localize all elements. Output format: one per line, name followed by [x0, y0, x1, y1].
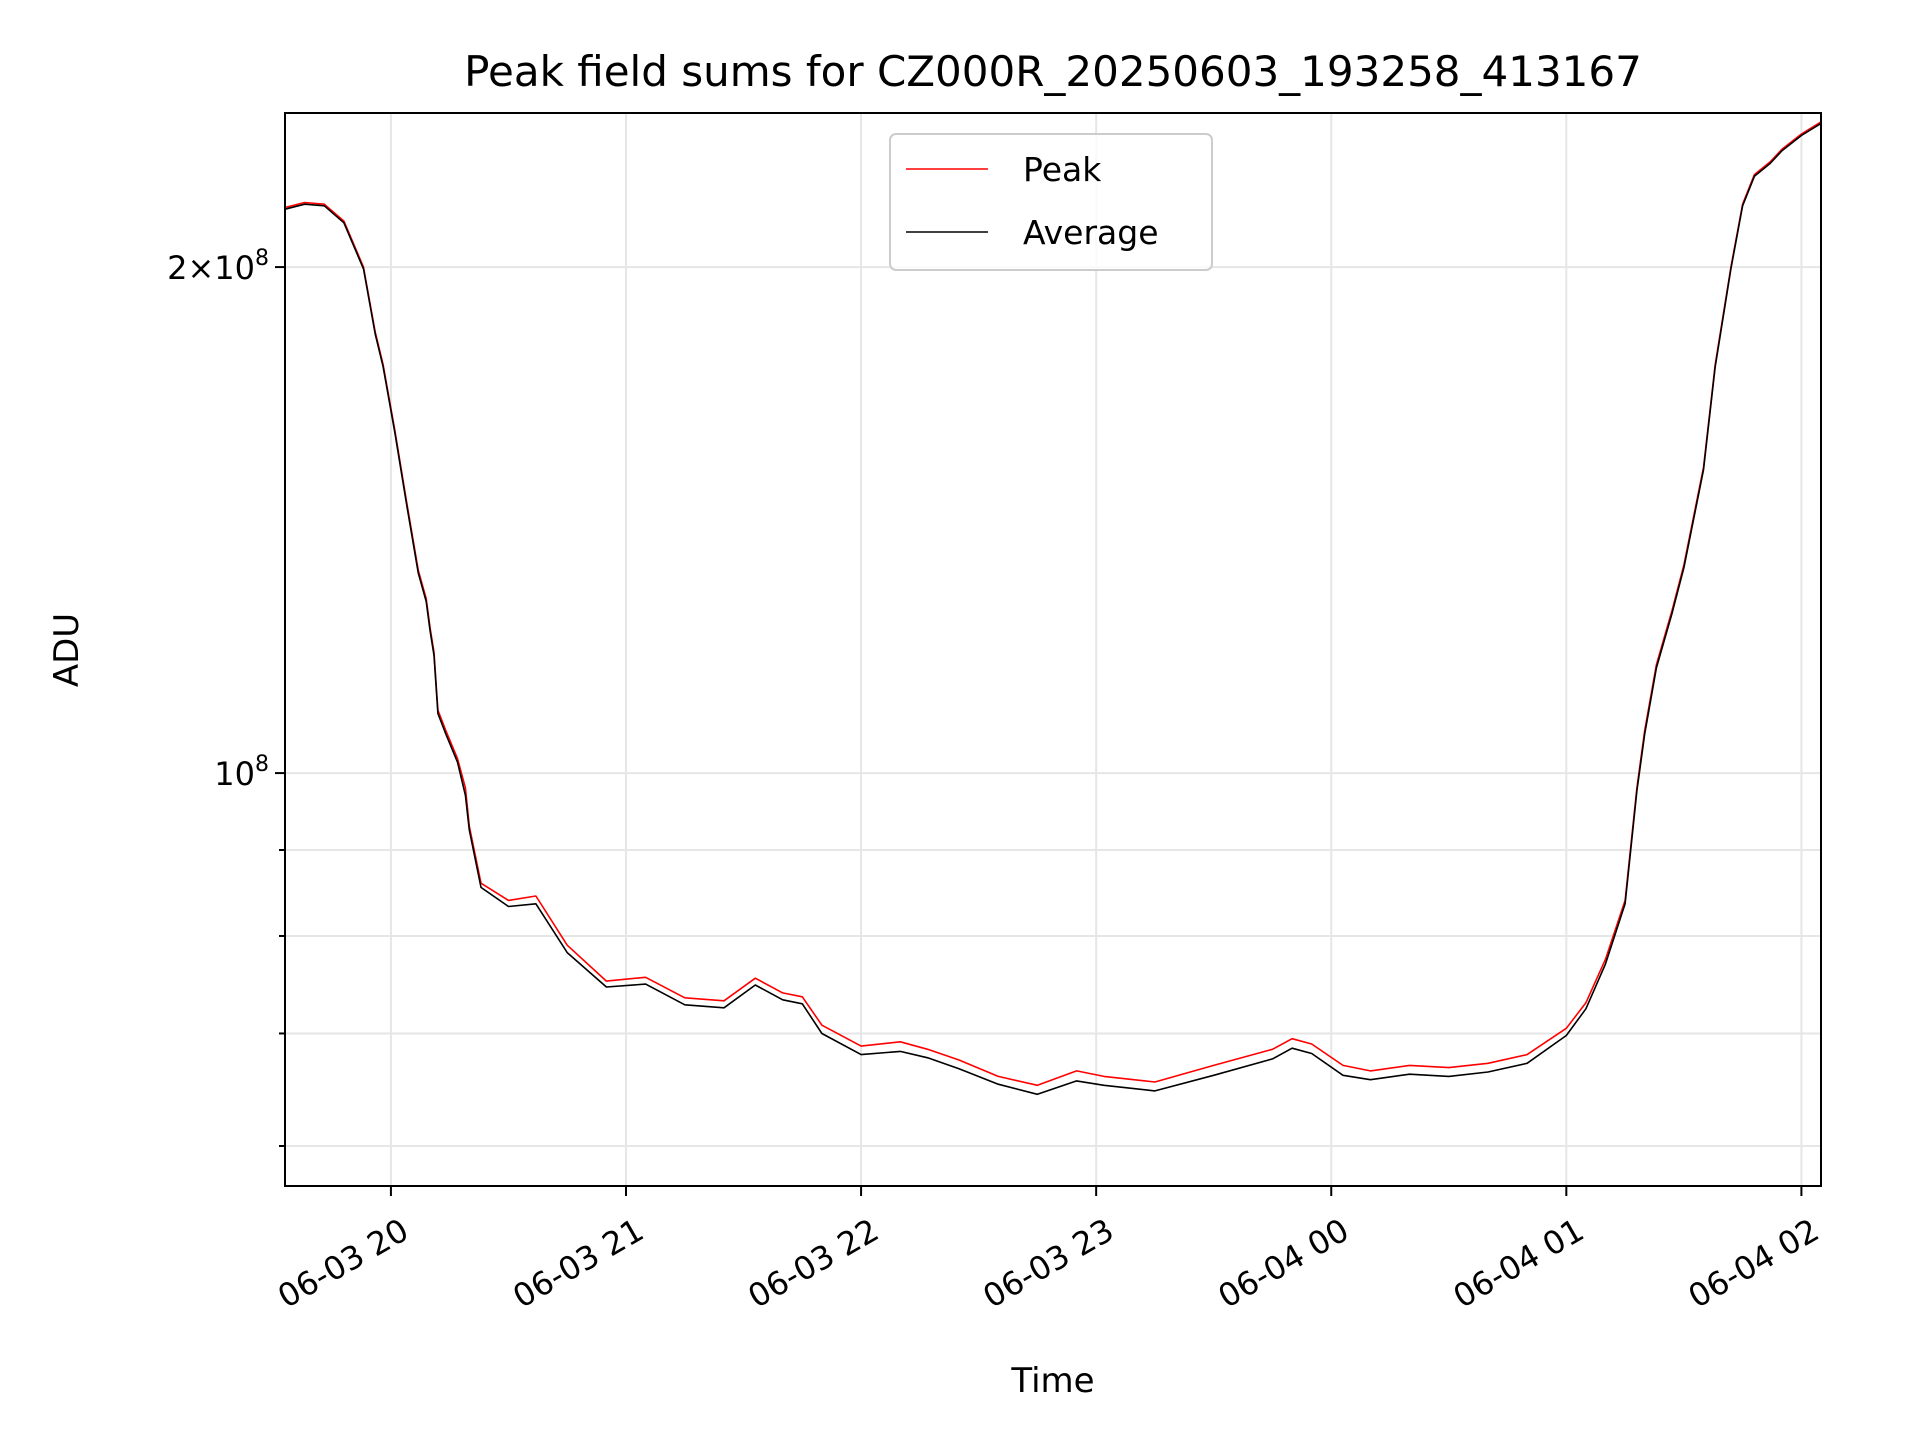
series-line-average — [284, 122, 1822, 1096]
legend-label-peak: Peak — [1023, 150, 1102, 189]
plot-frame — [284, 112, 1822, 1187]
legend: Peak Average — [889, 133, 1213, 271]
x-axis-label: Time — [1010, 1361, 1094, 1401]
y-tick-label: 108 — [214, 752, 269, 793]
legend-label-average: Average — [1023, 213, 1159, 252]
legend-box — [889, 133, 1213, 271]
grid-layer — [285, 113, 1821, 1186]
series-layer — [284, 121, 1822, 1096]
y-tick-label: 2×108 — [167, 246, 269, 287]
chart-title: Peak field sums for CZ000R_20250603_1932… — [464, 47, 1642, 96]
y-axis-label: ADU — [47, 613, 87, 687]
